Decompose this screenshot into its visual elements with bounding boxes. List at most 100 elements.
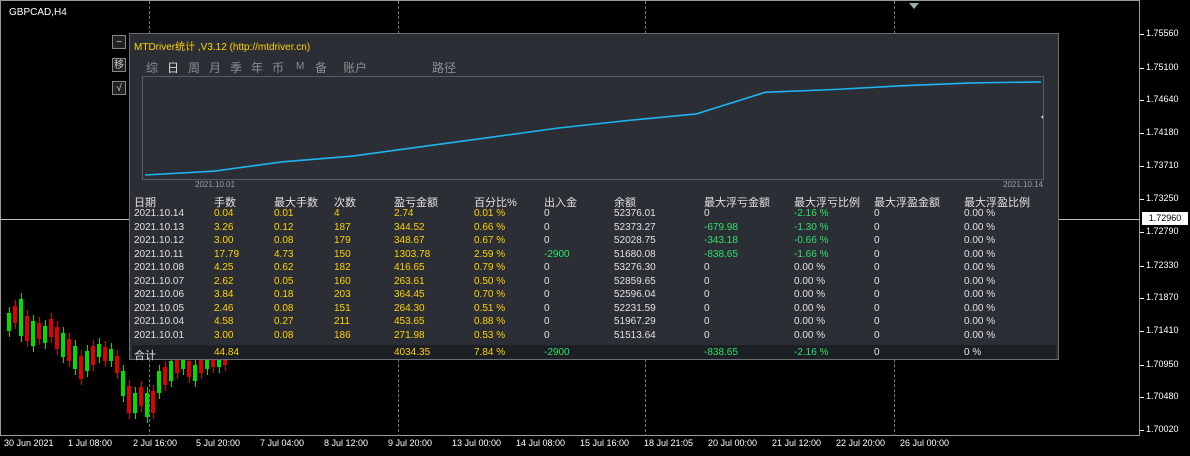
table-cell: 348.67 [394, 235, 425, 246]
price-label: 1.71410 [1146, 325, 1179, 335]
table-cell: -1.30 % [794, 221, 829, 233]
candle-body [67, 339, 71, 361]
candle-body [121, 371, 125, 396]
table-cell: 187 [334, 221, 351, 233]
tab-month[interactable]: 月 [209, 61, 222, 75]
candle-body [127, 386, 131, 413]
price-label: 1.75100 [1146, 62, 1179, 72]
table-header: 余额 [614, 197, 636, 209]
candle-body [73, 346, 77, 369]
table-cell: 4.25 [214, 262, 234, 273]
move-button[interactable]: 移 [112, 58, 126, 72]
table-cell: 0.04 [214, 208, 234, 219]
table-cell: 0.00 % [794, 289, 826, 300]
tab-year[interactable]: 年 [251, 61, 264, 75]
price-label: 1.70950 [1146, 359, 1179, 369]
table-cell: 416.65 [394, 262, 425, 273]
table-header: 次数 [334, 197, 356, 209]
tab-day[interactable]: 日 [167, 61, 180, 75]
total-cell: 0 [874, 347, 880, 358]
price-tick [1140, 100, 1144, 101]
tab-comment[interactable]: 备 [315, 61, 328, 75]
table-cell: 203 [334, 289, 351, 300]
candle-body [169, 361, 173, 381]
check-button[interactable]: √ [112, 81, 126, 95]
table-cell: 0.51 % [474, 302, 506, 314]
symbol-label: GBPCAD,H4 [9, 7, 67, 18]
table-cell: 2.59 % [474, 248, 506, 260]
table-cell: 2021.10.07 [134, 275, 185, 287]
time-label: 9 Jul 20:00 [388, 438, 433, 448]
candle-body [193, 365, 197, 381]
table-cell: 3.00 [214, 329, 234, 341]
total-cell: 7.84 % [474, 347, 506, 358]
table-header: 手数 [214, 197, 236, 209]
candle-body [217, 357, 221, 367]
minimize-button[interactable]: − [112, 35, 126, 49]
table-cell: 0.79 % [474, 262, 506, 273]
candle-body [13, 306, 17, 323]
table-cell: 0 [874, 208, 880, 219]
candle-body [205, 353, 209, 369]
table-cell: 0 [544, 329, 550, 341]
table-cell: 2021.10.12 [134, 235, 185, 246]
price-tick [1140, 133, 1144, 134]
candle-body [139, 387, 143, 406]
time-axis[interactable]: 30 Jun 2021 1 Jul 08:00 2 Jul 16:00 5 Jul 2… [0, 436, 1140, 456]
table-cell: 0.08 [274, 329, 294, 341]
candle-body [49, 319, 53, 337]
price-tick [1140, 430, 1144, 431]
time-label: 5 Jul 20:00 [196, 438, 241, 448]
tab-summary[interactable]: 综 [146, 61, 159, 75]
table-cell: 0.62 [274, 262, 294, 273]
tab-account[interactable]: 账户 [343, 61, 368, 75]
table-cell: 263.61 [394, 275, 425, 287]
tab-magic[interactable]: M [296, 61, 305, 72]
candle-body [163, 367, 167, 385]
table-cell: 344.52 [394, 221, 425, 233]
table-cell: 0 [874, 248, 880, 260]
table-cell: -2900 [544, 248, 570, 260]
table-cell: 264.30 [394, 302, 425, 314]
table-cell: 52231.59 [614, 302, 656, 314]
table-header: 日期 [134, 197, 156, 209]
price-label: 1.73250 [1146, 193, 1179, 203]
candle-body [25, 316, 29, 341]
total-cell: 44.84 [214, 347, 240, 358]
tab-currency[interactable]: 币 [272, 61, 285, 75]
price-label: 1.74640 [1146, 94, 1179, 104]
table-cell: 0 [704, 289, 710, 300]
tab-week[interactable]: 周 [188, 61, 201, 75]
price-tick [1140, 365, 1144, 366]
candle-body [223, 355, 227, 365]
tab-path[interactable]: 路径 [432, 61, 457, 75]
table-cell: 2021.10.04 [134, 316, 185, 327]
price-tick [1140, 68, 1144, 69]
tab-quarter[interactable]: 季 [230, 61, 243, 75]
time-label: 26 Jul 00:00 [900, 438, 950, 448]
candle-body [7, 313, 11, 331]
price-chart-area[interactable]: GBPCAD,H4 − 移 √ MTDriver统计 ,V3.12 (http:… [0, 0, 1141, 437]
candle-body [175, 359, 179, 373]
table-cell: 211 [334, 316, 350, 327]
total-cell: 合计 [134, 350, 156, 362]
total-cell: -2.16 % [794, 347, 829, 358]
table-cell: 0.00 % [794, 262, 826, 273]
table-cell: 0 [874, 262, 880, 273]
candle-body [43, 326, 47, 343]
equity-end-marker-icon [1041, 113, 1045, 121]
price-tick [1140, 199, 1144, 200]
table-cell: 52859.65 [614, 275, 656, 287]
candle-body [37, 323, 41, 339]
table-cell: 4.73 [274, 248, 294, 260]
price-label: 1.73710 [1146, 160, 1179, 170]
arrow-marker-icon [909, 3, 919, 9]
candle-body [79, 356, 83, 379]
table-cell: -838.65 [704, 248, 738, 260]
table-cell: 0 [874, 235, 880, 246]
table-cell: 0.12 [274, 221, 294, 233]
table-header: 出入金 [544, 197, 577, 209]
table-cell: 0.88 % [474, 316, 506, 327]
table-cell: 364.45 [394, 289, 425, 300]
table-cell: 160 [334, 275, 351, 287]
